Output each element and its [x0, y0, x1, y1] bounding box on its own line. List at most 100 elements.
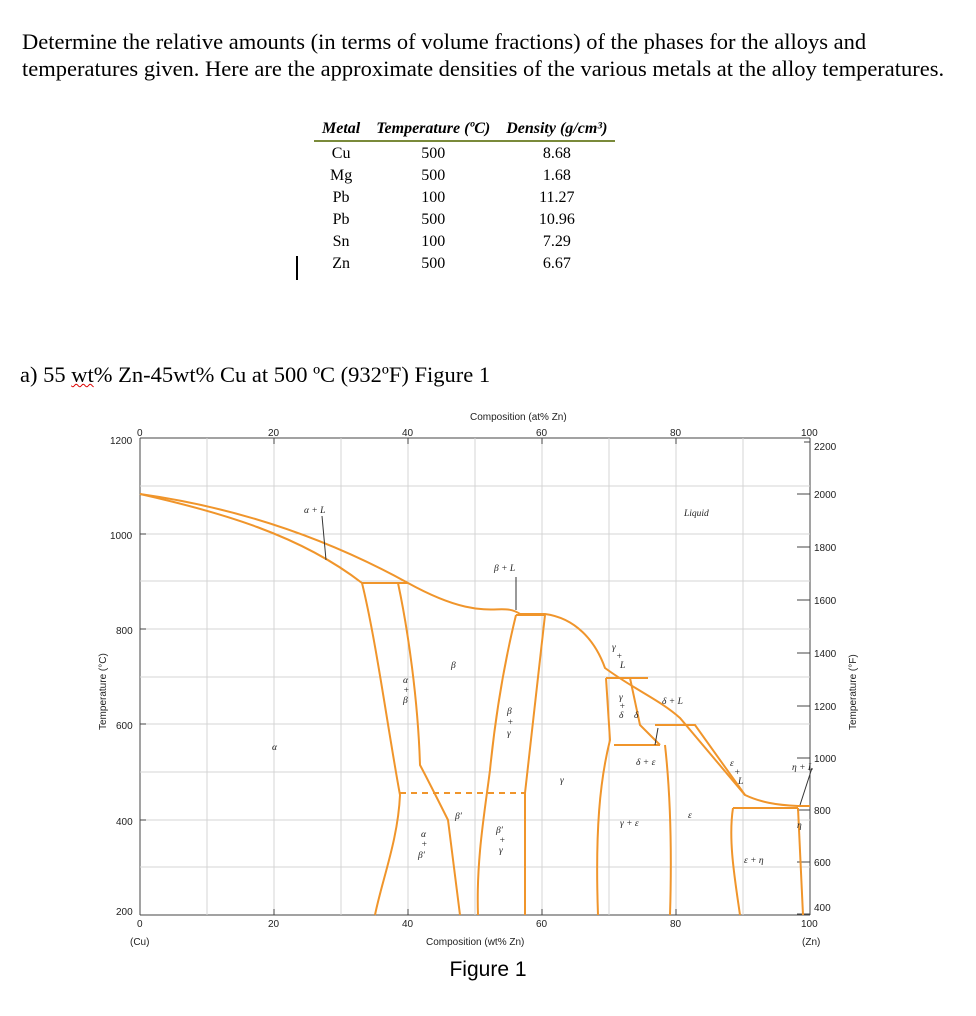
label-eta: η — [797, 821, 802, 831]
alpha-solvus — [361, 582, 402, 916]
right-axis-title: Temperature (°F) — [848, 654, 859, 730]
label-alpha-betap-plus: + — [421, 840, 427, 850]
top-axis-title: Composition (at% Zn) — [470, 412, 567, 423]
cell-temperature: 500 — [421, 145, 446, 162]
label-betap-gamma-plus: + — [499, 836, 505, 846]
label-delta: δ — [634, 711, 639, 721]
cell-metal: Sn — [332, 233, 350, 250]
left-end-label: (Cu) — [130, 937, 149, 948]
label-beta-gamma-a: β — [506, 707, 512, 717]
cell-metal: Pb — [332, 211, 350, 228]
right-tick-label: 1400 — [814, 649, 837, 660]
left-tick-label: 200 — [116, 907, 133, 918]
right-tick-label: 1000 — [814, 754, 837, 765]
label-beta-plus-liquid: β + L — [493, 564, 515, 574]
table-row: Sn 100 7.29 — [314, 230, 615, 252]
cell-density: 10.96 — [538, 211, 575, 228]
label-gamma: γ — [560, 776, 564, 786]
table-row: Cu 500 8.68 — [314, 141, 615, 164]
eta-boundary — [797, 807, 804, 916]
right-tick-label: 1200 — [814, 702, 837, 713]
arrow-delta-eps — [654, 727, 659, 746]
right-axis-ticks — [797, 441, 810, 915]
plot-grid — [140, 438, 810, 915]
top-tick-label: 60 — [536, 428, 548, 439]
cell-temperature: 500 — [421, 167, 446, 184]
cell-density: 11.27 — [539, 189, 575, 206]
text-cursor — [296, 256, 298, 280]
question-prefix: a) 55 — [20, 362, 72, 387]
label-alpha-plus-liquid: α + L — [304, 506, 325, 516]
top-tick-label: 40 — [402, 428, 414, 439]
bottom-tick-label: 80 — [670, 919, 682, 930]
left-tick-label: 600 — [116, 721, 133, 732]
left-axis-title: Temperature (°C) — [98, 653, 109, 730]
cell-density: 1.68 — [542, 167, 571, 184]
gamma-right-boundary — [596, 677, 612, 916]
left-tick-label: 1200 — [110, 436, 133, 447]
label-eps-L-a: ε — [730, 759, 734, 769]
label-epsilon-plus-eta: ε + η — [744, 856, 764, 866]
top-tick-label: 80 — [670, 428, 682, 439]
delta-region — [629, 677, 661, 746]
label-eps-L-b: L — [737, 777, 743, 787]
right-tick-label: 2200 — [814, 442, 837, 453]
label-gamma-delta-plus: + — [619, 702, 625, 712]
label-gamma-L-bottom: L — [619, 661, 625, 671]
cell-temperature: 100 — [421, 189, 446, 206]
question-a: a) 55 wt% Zn-45wt% Cu at 500 ºC (932ºF) … — [20, 362, 490, 388]
arrow-eta-L — [799, 767, 813, 806]
right-tick-label: 1800 — [814, 543, 837, 554]
right-end-label: (Zn) — [802, 937, 820, 948]
left-tick-label: 800 — [116, 626, 133, 637]
cell-density: 8.68 — [542, 145, 571, 162]
header-temperature: Temperature (ºC) — [368, 120, 499, 142]
top-tick-label: 0 — [137, 428, 143, 439]
problem-intro: Determine the relative amounts (in terms… — [22, 29, 945, 81]
delta-eps-line — [655, 724, 746, 796]
table-row: Zn 500 6.67 — [314, 252, 615, 274]
label-beta-prime: β′ — [454, 812, 463, 822]
label-alpha-beta-a: α — [403, 676, 409, 686]
figure-caption: Figure 1 — [449, 958, 527, 981]
label-delta-plus-liquid: δ + L — [662, 697, 683, 707]
label-arrows — [321, 515, 813, 806]
phase-boundaries — [139, 493, 810, 916]
bottom-axis-ticks — [273, 909, 677, 915]
label-beta-gamma-b: γ — [507, 729, 511, 739]
label-gamma-L-top: γ — [612, 643, 616, 653]
cell-metal: Cu — [331, 145, 351, 162]
cell-density: 7.29 — [542, 233, 571, 250]
spellcheck-flagged-word: wt — [71, 362, 94, 387]
cell-temperature: 100 — [421, 233, 446, 250]
right-tick-label: 600 — [814, 858, 831, 869]
right-tick-label: 400 — [814, 903, 831, 914]
epsilon-right — [730, 807, 741, 916]
label-betap-gamma-a: β′ — [495, 826, 504, 836]
label-beta-gamma-plus: + — [507, 718, 513, 728]
bottom-tick-label: 60 — [536, 919, 548, 930]
label-alpha-betap-b: β′ — [417, 851, 426, 861]
label-gamma-plus-epsilon: γ + ε — [620, 819, 639, 829]
arrow-alpha-L — [321, 515, 327, 561]
label-betap-gamma-b: γ — [499, 846, 503, 856]
question-suffix: % Zn-45wt% Cu at 500 ºC (932ºF) Figure 1 — [93, 362, 491, 387]
bottom-tick-label: 0 — [137, 919, 143, 930]
top-tick-label: 20 — [268, 428, 280, 439]
label-alpha: α — [272, 743, 278, 753]
top-tick-label: 100 — [801, 428, 818, 439]
label-eta-plus-liquid: η + L — [792, 763, 813, 773]
bottom-tick-label: 100 — [801, 919, 818, 930]
density-table: Metal Temperature (ºC) Density (g/cm³) C… — [314, 120, 616, 274]
header-metal: Metal — [314, 120, 369, 142]
table-row: Mg 500 1.68 — [314, 164, 615, 186]
label-beta: β — [450, 661, 456, 671]
liquidus-curve — [139, 493, 810, 807]
left-tick-label: 1000 — [110, 531, 133, 542]
label-epsilon: ε — [688, 811, 692, 821]
label-gamma-L-plus: + — [616, 652, 622, 662]
label-gamma-delta-a: γ — [619, 693, 623, 703]
bottom-axis-title: Composition (wt% Zn) — [426, 937, 524, 948]
label-alpha-betap-a: α — [421, 830, 427, 840]
top-axis-ticks — [139, 438, 677, 444]
